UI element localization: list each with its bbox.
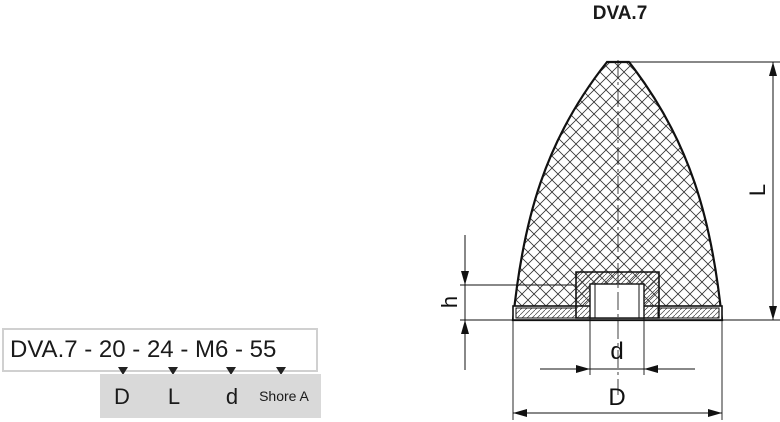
dimension-label-h: h [437,296,462,308]
ordering-code: DVA.7 - 20 - 24 - M6 - 55 [10,336,276,364]
code-separator: - [77,336,99,363]
code-separator: - [125,336,147,363]
code-separator: - [228,336,250,363]
marker-shore [276,367,286,375]
code-legend: D L d Shore A [100,374,321,418]
legend-d: d [225,384,239,409]
dimension-label-D: D [608,384,625,411]
code-part-d: M6 [194,336,229,363]
marker-L [168,367,178,375]
code-separator: - [173,336,195,363]
code-part-L: 24 [146,336,174,363]
legend-D: D [114,384,130,409]
dimension-label-d: d [610,338,623,365]
code-part-shore: 55 [249,336,277,363]
code-part-D: 20 [98,336,126,363]
ordering-code-box: DVA.7 - 20 - 24 - M6 - 55 [2,328,318,372]
legend-shore: Shore A [259,388,309,404]
marker-d [226,367,236,375]
dimension-label-L: L [745,184,770,196]
product-title: DVA.7 [592,3,648,24]
marker-D [118,367,128,375]
code-part-model: DVA.7 [10,336,78,363]
legend-L: L [167,384,181,409]
